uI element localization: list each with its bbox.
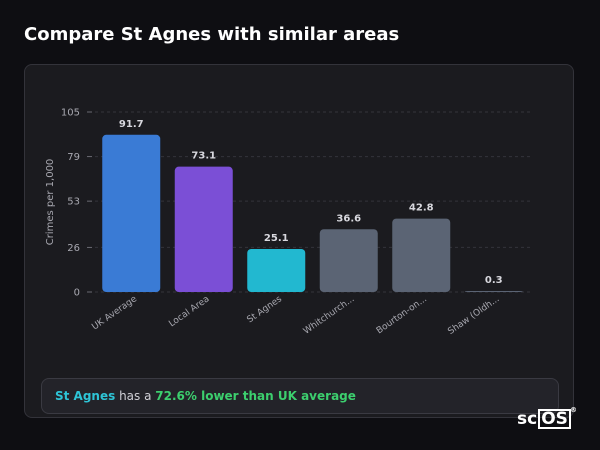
y-tick-label: 79	[67, 152, 80, 163]
brand-logo: sc OS ®	[517, 406, 577, 430]
summary-area-name: St Agnes	[55, 389, 116, 403]
bar	[392, 218, 451, 292]
data-label: 73.1	[191, 151, 216, 162]
x-tick-label: UK Average	[90, 294, 139, 332]
y-axis-label: Crimes per 1,000	[45, 159, 56, 246]
data-label: 42.8	[409, 203, 434, 214]
summary-text: has a	[115, 389, 156, 403]
crime-comparison-chart: Crimes per 1,000 0 26 53 79 105 91.7 UK Average…	[45, 108, 530, 337]
brand-boxed: OS	[538, 409, 571, 429]
x-tick-label: Bourton-on...	[375, 294, 429, 336]
data-label: 36.6	[336, 213, 361, 224]
x-tick-label: Shaw (Oldh...	[446, 294, 501, 337]
registered-mark: ®	[570, 406, 577, 414]
data-label: 0.3	[485, 275, 503, 286]
y-tick-label: 53	[67, 197, 80, 208]
bar	[319, 229, 378, 292]
y-tick-label: 26	[67, 243, 80, 254]
bar	[464, 291, 523, 292]
bar	[174, 166, 233, 292]
x-tick-label: Local Area	[167, 294, 211, 329]
x-tick-label: Whitchurch...	[302, 294, 357, 336]
y-tick-label: 105	[61, 108, 80, 119]
data-label: 25.1	[264, 233, 289, 244]
y-tick-label: 0	[74, 288, 80, 299]
bar	[102, 134, 161, 292]
summary-highlight: 72.6% lower than UK average	[155, 389, 356, 403]
x-tick-label: St Agnes	[246, 294, 285, 325]
summary-box: St Agnes has a 72.6% lower than UK avera…	[41, 378, 559, 414]
comparison-card: Crimes per 1,000 0 26 53 79 105 91.7 UK Average…	[24, 64, 574, 418]
brand-prefix: sc	[517, 409, 538, 429]
data-label: 91.7	[119, 119, 144, 130]
page-title: Compare St Agnes with similar areas	[24, 24, 400, 45]
bar	[247, 248, 306, 292]
